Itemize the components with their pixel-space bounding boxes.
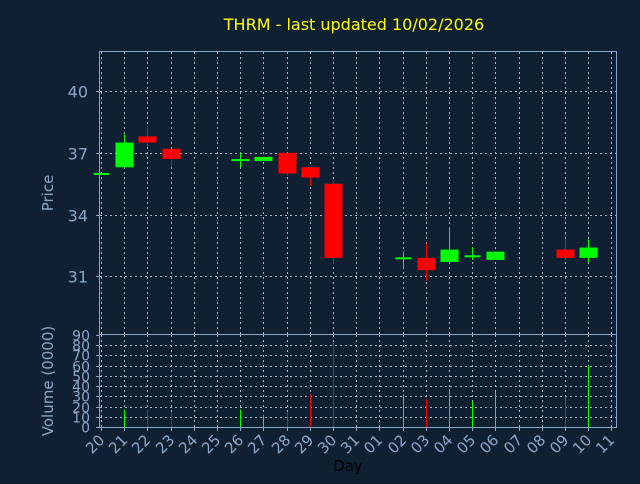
candle-body (579, 247, 598, 258)
candle-body (115, 142, 134, 168)
volume-tick-label: 90 (72, 329, 90, 345)
candle-body (417, 257, 436, 271)
price-grid (100, 52, 616, 334)
candle-body (254, 156, 273, 162)
volume-axis-label: Volume (0000) (39, 326, 57, 436)
candle (138, 126, 157, 147)
candle-body (486, 251, 505, 260)
x-axis: 2021222324252627282930310102030405060708… (82, 427, 618, 457)
volume-tick-label: 50 (72, 370, 90, 386)
candle-body (231, 159, 250, 162)
x-tick-label: 22 (128, 431, 154, 457)
price-tick-label: 34 (68, 207, 88, 226)
candle-body (138, 136, 157, 143)
x-tick-label: 11 (592, 431, 618, 457)
candle (395, 251, 412, 269)
candle-body (301, 167, 320, 178)
candles (93, 126, 598, 281)
candle-body (278, 152, 297, 174)
price-axis-label: Price (39, 175, 57, 212)
volume-tick-label: 30 (72, 390, 90, 406)
candle (93, 172, 110, 175)
volume-tick-label: 60 (72, 360, 90, 376)
candle (254, 156, 273, 162)
volume-tick-label: 40 (72, 380, 90, 396)
volume-tick-label: 80 (72, 339, 90, 355)
price-panel-frame (99, 51, 617, 335)
candle-body (556, 249, 575, 258)
candle-body (440, 249, 459, 262)
candle (324, 179, 343, 265)
candle (115, 134, 134, 168)
x-tick-label: 27 (244, 431, 270, 457)
candle-body (162, 148, 181, 160)
candle-body (324, 183, 343, 258)
volume-tick-label: 0 (81, 421, 90, 437)
candle (278, 152, 297, 176)
candle (440, 226, 459, 262)
candle (556, 239, 575, 260)
volume-grid (100, 335, 616, 427)
candle (162, 148, 181, 168)
x-tick-label: 06 (476, 431, 502, 457)
chart-title: THRM - last updated 10/02/2026 (223, 15, 484, 34)
price-tick-label: 31 (68, 268, 88, 287)
candle (579, 239, 598, 262)
volume-panel-frame (99, 334, 617, 428)
x-axis-label: Day (333, 457, 363, 475)
volume-tick-label: 10 (72, 411, 90, 427)
price-tick-label: 37 (68, 145, 88, 164)
volume-tick-label: 20 (72, 401, 90, 417)
candle (464, 247, 481, 260)
price-tick-label: 40 (68, 83, 88, 102)
volume-bars (124, 343, 589, 427)
candle (417, 243, 436, 281)
candle (486, 251, 505, 260)
volume-tick-label: 70 (72, 349, 90, 365)
x-tick-label: 01 (360, 431, 386, 457)
candle (231, 152, 250, 168)
price-y-axis: 31 34 37 40 (68, 83, 100, 287)
candle (301, 167, 320, 186)
